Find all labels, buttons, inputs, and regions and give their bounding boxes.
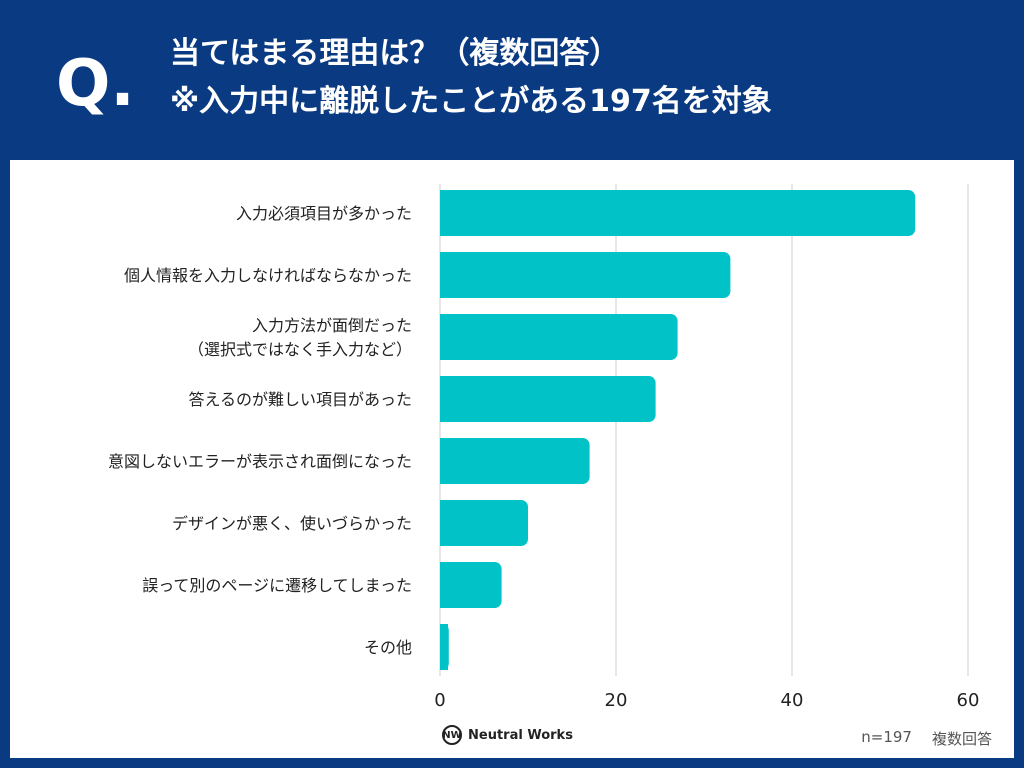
bar-5 (440, 500, 528, 546)
bar-4 (440, 438, 590, 484)
category-label: 個人情報を入力しなければならなかった (124, 266, 412, 285)
brand-logo: NW Neutral Works (442, 725, 573, 745)
logo-text: Neutral Works (468, 727, 573, 743)
category-label: 入力方法が面倒だった （選択式ではなく手入力など） (188, 316, 412, 359)
category-label-line: 入力方法が面倒だった (252, 316, 412, 335)
title-line-1: 当てはまる理由は？（複数回答） (170, 36, 620, 71)
header: Q. 当てはまる理由は？（複数回答） ※入力中に離脱したことがある197名を対象 (0, 0, 1024, 160)
x-tick-label: 60 (957, 690, 980, 711)
footnote: n=197 複数回答 (861, 728, 992, 749)
bar-1-edge (440, 252, 448, 298)
category-label: 入力必須項目が多かった (236, 204, 412, 223)
logo-icon: NW (442, 725, 462, 745)
category-label-line: 答えるのが難しい項目があった (188, 390, 412, 409)
bar-2 (440, 314, 678, 360)
q-mark: Q. (56, 47, 135, 121)
bar-0 (440, 190, 916, 236)
category-label-line: デザインが悪く、使いづらかった (172, 514, 412, 533)
category-label-line: （選択式ではなく手入力など） (188, 340, 412, 359)
bar-5-edge (440, 500, 448, 546)
category-label-line: 意図しないエラーが表示され面倒になった (108, 452, 412, 471)
bar-4-edge (440, 438, 448, 484)
bar-6-edge (440, 562, 448, 608)
answer-type: 複数回答 (931, 730, 992, 748)
bar-1 (440, 252, 731, 298)
category-label: その他 (364, 638, 412, 657)
sample-size: n=197 (861, 728, 912, 746)
chart-panel: 0 20 40 60 入力必須項目が多かった個人情報を入力しなければならなかった入力方法… (10, 160, 1014, 758)
x-tick-label: 40 (781, 690, 804, 711)
x-tick-label: 20 (605, 690, 628, 711)
category-label-line: 誤って別のページに遷移してしまった (142, 576, 412, 595)
bar-chart: 0 20 40 60 入力必須項目が多かった個人情報を入力しなければならなかった入力方法… (108, 184, 980, 711)
bar-3 (440, 376, 656, 422)
bar-0-edge (440, 190, 448, 236)
bar-7-edge (440, 624, 448, 670)
category-label-line: 入力必須項目が多かった (236, 204, 412, 223)
category-label: 答えるのが難しい項目があった (188, 390, 412, 409)
category-label-line: 個人情報を入力しなければならなかった (124, 266, 412, 285)
bar-3-edge (440, 376, 448, 422)
bar-6 (440, 562, 502, 608)
title-line-2: ※入力中に離脱したことがある197名を対象 (170, 84, 772, 119)
x-tick-label: 0 (434, 690, 445, 711)
category-label-line: その他 (364, 638, 412, 657)
category-label: 誤って別のページに遷移してしまった (142, 576, 412, 595)
category-label: デザインが悪く、使いづらかった (172, 514, 412, 533)
bar-2-edge (440, 314, 448, 360)
title-block: 当てはまる理由は？（複数回答） ※入力中に離脱したことがある197名を対象 (170, 30, 772, 126)
category-label: 意図しないエラーが表示され面倒になった (108, 452, 412, 471)
